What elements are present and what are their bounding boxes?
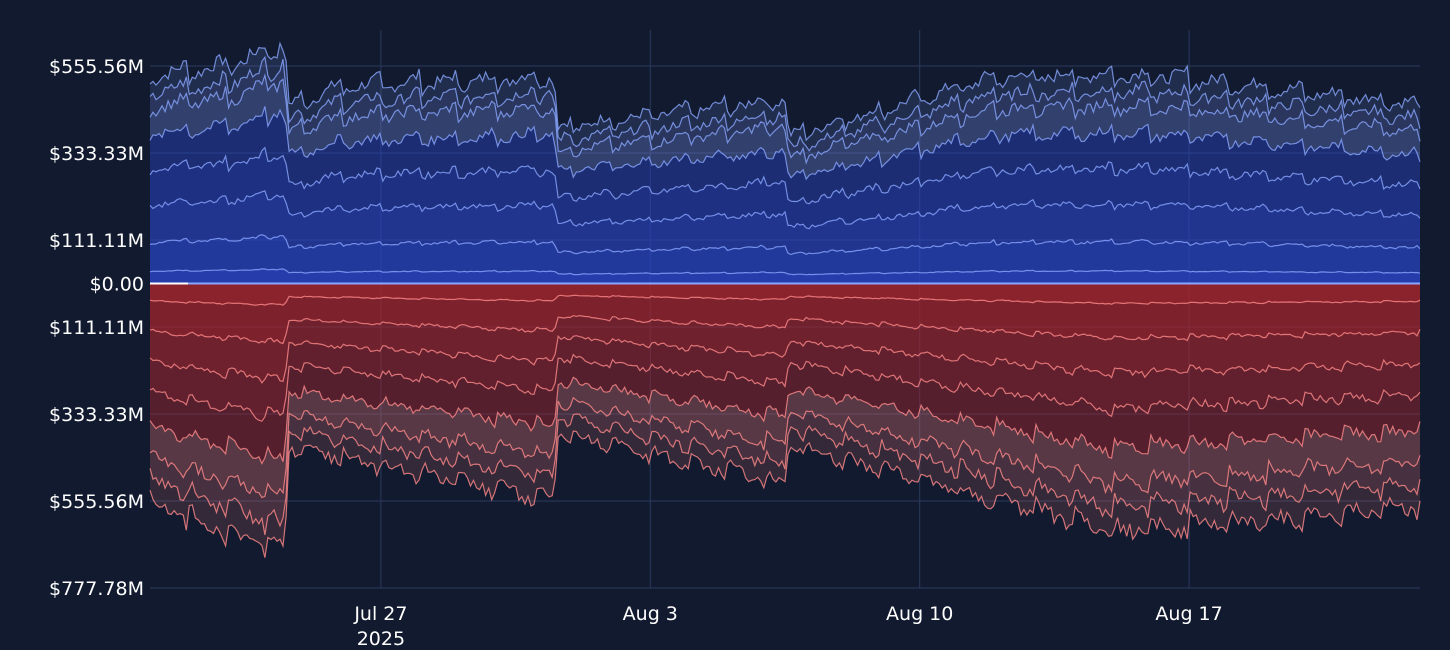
negative-band-layer: [150, 414, 1420, 558]
negative-band-layer: [150, 377, 1420, 498]
positive-series-line: [149, 234, 1421, 256]
negative-series-line: [149, 413, 1421, 536]
x-tick-label: Aug 10: [886, 603, 953, 625]
negative-series-line: [149, 430, 1421, 558]
x-tick-sublabel: 2025: [357, 628, 405, 650]
positive-series-line: [149, 190, 1421, 230]
y-tick-label: $333.33M: [49, 404, 144, 426]
y-tick-label: $111.11M: [49, 230, 144, 252]
y-tick-label: $111.11M: [49, 317, 144, 339]
y-tick-label: $333.33M: [49, 143, 144, 165]
x-tick-label: Jul 27: [353, 603, 407, 625]
y-tick-label: $555.56M: [49, 491, 144, 513]
positive-band-layer: [150, 43, 1420, 151]
data-bands: [149, 41, 1421, 558]
positive-series-line: [149, 146, 1421, 205]
positive-band-layer: [150, 57, 1420, 163]
positive-band-layer: [150, 234, 1420, 275]
positive-band-layer: [150, 190, 1420, 255]
negative-series-line: [149, 376, 1421, 465]
negative-band-layer: [150, 335, 1420, 422]
y-axis: $555.56M $333.33M $111.11M $0.00 $111.11M $33…: [49, 56, 144, 600]
negative-series-line: [149, 314, 1421, 345]
positive-band-layer: [150, 75, 1420, 180]
negative-band-layer: [150, 315, 1420, 383]
negative-series-line: [149, 294, 1421, 306]
negative-band-layer: [150, 354, 1420, 464]
positive-series-line: [149, 72, 1421, 165]
y-tick-label: $777.78M: [49, 578, 144, 600]
x-axis: Jul 27 2025 Aug 3 Aug 10 Aug 17: [353, 603, 1222, 650]
positive-series-line: [149, 41, 1421, 142]
negative-band-layer: [150, 295, 1420, 344]
negative-series-line: [149, 353, 1421, 422]
negative-series-line: [149, 335, 1421, 384]
positive-series-line: [149, 55, 1421, 152]
y-tick-label: $0.00: [90, 274, 144, 296]
x-tick-label: Aug 3: [623, 603, 678, 625]
positive-series-line: [149, 268, 1421, 276]
positive-band-layer: [150, 268, 1420, 284]
negative-band-layer: [150, 283, 1420, 306]
negative-series-line: [149, 396, 1421, 499]
x-tick-label: Aug 17: [1155, 603, 1222, 625]
positive-series-line: [149, 106, 1421, 181]
y-tick-label: $555.56M: [49, 56, 144, 78]
